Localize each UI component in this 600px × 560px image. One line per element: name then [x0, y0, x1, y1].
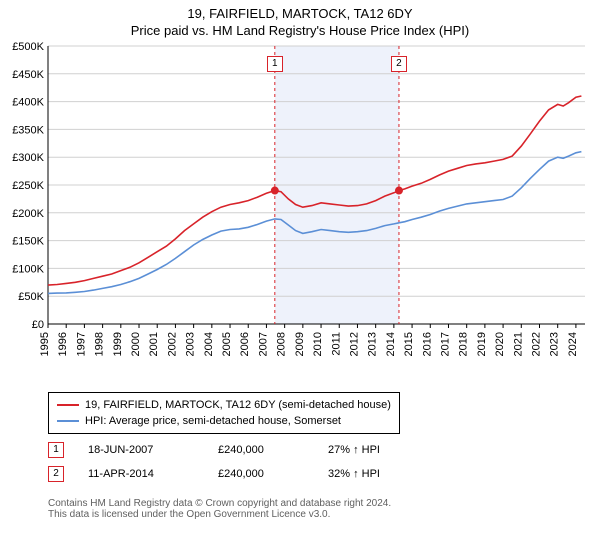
legend-swatch-hpi — [57, 420, 79, 422]
arrow-up-icon: ↑ — [353, 444, 359, 456]
svg-text:2019: 2019 — [476, 332, 488, 356]
chart-area: £0 £50K £100K £150K £200K £250K £300K £350K £400… — [0, 40, 600, 380]
legend-row-hpi: HPI: Average price, semi-detached house,… — [57, 413, 391, 429]
transaction-price-1: £240,000 — [218, 444, 328, 456]
svg-text:2022: 2022 — [530, 332, 542, 356]
chart-title-sub: Price paid vs. HM Land Registry's House … — [0, 23, 600, 38]
svg-text:2014: 2014 — [385, 332, 397, 356]
svg-text:1998: 1998 — [94, 332, 106, 356]
svg-text:2024: 2024 — [567, 332, 579, 356]
footer-attribution: Contains HM Land Registry data © Crown c… — [48, 498, 391, 520]
svg-text:2006: 2006 — [239, 332, 251, 356]
legend-label-hpi: HPI: Average price, semi-detached house,… — [85, 415, 341, 427]
svg-text:£100K: £100K — [12, 263, 44, 275]
svg-text:£200K: £200K — [12, 208, 44, 220]
svg-text:2016: 2016 — [421, 332, 433, 356]
transactions-table: 1 18-JUN-2007 £240,000 27% ↑ HPI 2 11-AP… — [48, 438, 428, 486]
transaction-date-1: 18-JUN-2007 — [88, 444, 218, 456]
svg-text:£250K: £250K — [12, 180, 44, 192]
svg-text:2007: 2007 — [257, 332, 269, 356]
svg-text:2010: 2010 — [312, 332, 324, 356]
svg-text:2013: 2013 — [367, 332, 379, 356]
transaction-row-1: 1 18-JUN-2007 £240,000 27% ↑ HPI — [48, 438, 428, 462]
svg-text:£150K: £150K — [12, 236, 44, 248]
transaction-price-2: £240,000 — [218, 468, 328, 480]
svg-text:2009: 2009 — [294, 332, 306, 356]
transaction-row-2: 2 11-APR-2014 £240,000 32% ↑ HPI — [48, 462, 428, 486]
transaction-pct-2: 32% ↑ HPI — [328, 468, 428, 480]
svg-text:2003: 2003 — [185, 332, 197, 356]
svg-text:1996: 1996 — [57, 332, 69, 356]
transaction-date-2: 11-APR-2014 — [88, 468, 218, 480]
svg-text:2008: 2008 — [276, 332, 288, 356]
svg-text:2000: 2000 — [130, 332, 142, 356]
sale-marker-2: 2 — [391, 56, 407, 72]
svg-text:2020: 2020 — [494, 332, 506, 356]
transaction-marker-2: 2 — [48, 466, 64, 482]
svg-text:£300K: £300K — [12, 152, 44, 164]
svg-text:1997: 1997 — [75, 332, 87, 356]
transaction-pct-1: 27% ↑ HPI — [328, 444, 428, 456]
legend: 19, FAIRFIELD, MARTOCK, TA12 6DY (semi-d… — [48, 392, 400, 434]
svg-text:£350K: £350K — [12, 124, 44, 136]
svg-text:2021: 2021 — [512, 332, 524, 356]
svg-text:2023: 2023 — [549, 332, 561, 356]
svg-text:£500K: £500K — [12, 41, 44, 53]
svg-text:2017: 2017 — [439, 332, 451, 356]
legend-swatch-subject — [57, 404, 79, 406]
svg-text:2004: 2004 — [203, 332, 215, 356]
arrow-up-icon: ↑ — [353, 468, 359, 480]
footer-line-2: This data is licensed under the Open Gov… — [48, 509, 391, 520]
svg-text:£400K: £400K — [12, 97, 44, 109]
svg-text:£50K: £50K — [18, 291, 44, 303]
chart-title-main: 19, FAIRFIELD, MARTOCK, TA12 6DY — [0, 6, 600, 21]
svg-text:2012: 2012 — [348, 332, 360, 356]
svg-text:2001: 2001 — [148, 332, 160, 356]
footer-line-1: Contains HM Land Registry data © Crown c… — [48, 498, 391, 509]
legend-label-subject: 19, FAIRFIELD, MARTOCK, TA12 6DY (semi-d… — [85, 399, 391, 411]
chart-title-block: 19, FAIRFIELD, MARTOCK, TA12 6DY Price p… — [0, 0, 600, 38]
chart-svg: £0 £50K £100K £150K £200K £250K £300K £350K £400… — [0, 40, 600, 380]
sale-marker-1: 1 — [267, 56, 283, 72]
svg-text:1995: 1995 — [39, 332, 51, 356]
svg-text:£0: £0 — [32, 319, 44, 331]
transaction-marker-1: 1 — [48, 442, 64, 458]
svg-text:2002: 2002 — [166, 332, 178, 356]
legend-row-subject: 19, FAIRFIELD, MARTOCK, TA12 6DY (semi-d… — [57, 397, 391, 413]
svg-text:2011: 2011 — [330, 332, 342, 356]
svg-text:2015: 2015 — [403, 332, 415, 356]
svg-text:2005: 2005 — [221, 332, 233, 356]
svg-text:1999: 1999 — [112, 332, 124, 356]
svg-text:£450K: £450K — [12, 69, 44, 81]
svg-text:2018: 2018 — [458, 332, 470, 356]
